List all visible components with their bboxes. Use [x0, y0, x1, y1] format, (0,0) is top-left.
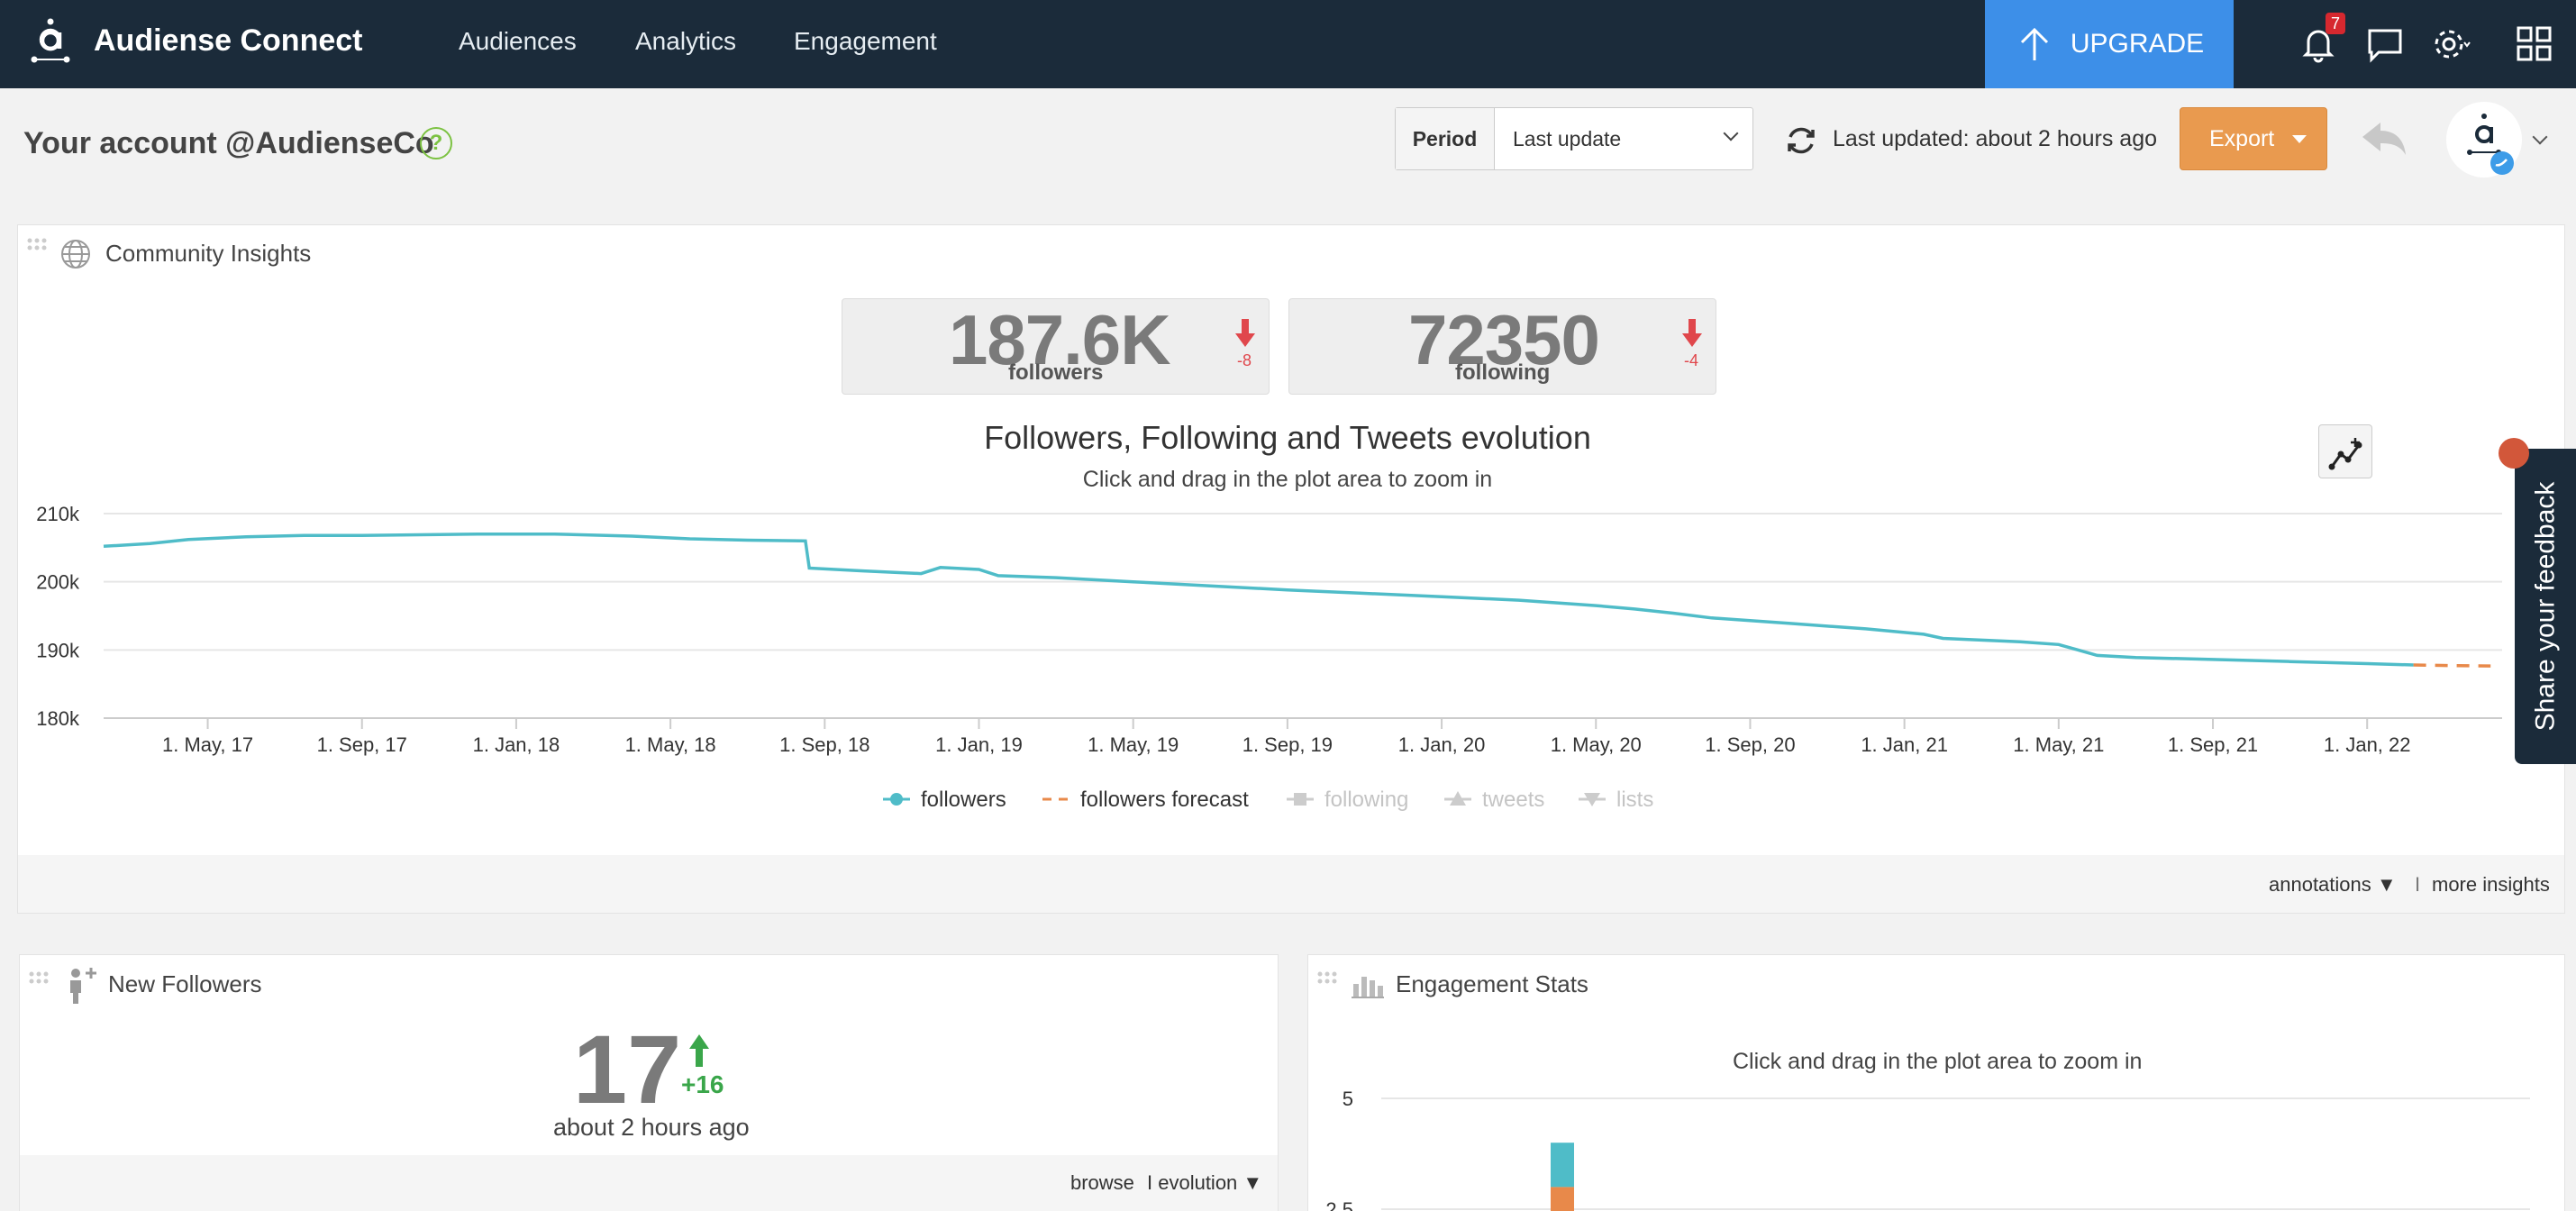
help-icon[interactable]: ?: [420, 127, 452, 159]
following-stat: 72350 following -4: [1288, 298, 1716, 395]
more-insights-link[interactable]: more insights: [2432, 873, 2550, 896]
panel-title: Community Insights: [105, 240, 312, 267]
panel-footer: browse I evolution ▼: [20, 1155, 1278, 1211]
bell-icon[interactable]: [2298, 23, 2339, 65]
new-followers-panel: New Followers browse I evolution ▼: [19, 954, 1279, 1211]
last-updated-text: Last updated: about 2 hours ago: [1833, 126, 2158, 151]
arrow-down-icon: [1235, 319, 1255, 347]
engagement-stats-panel: Engagement Stats: [1307, 954, 2565, 1211]
period-selector[interactable]: Period Last update: [1395, 107, 1753, 170]
new-followers-delta: +16: [681, 1070, 724, 1098]
following-label: following: [1455, 360, 1551, 385]
drag-handle-icon[interactable]: [1315, 970, 1339, 993]
arrow-up-icon: [2020, 27, 2048, 60]
chart-title: Followers, Following and Tweets evolutio…: [984, 419, 1591, 456]
apps-grid-icon[interactable]: [2514, 23, 2555, 65]
following-count: 72350: [1408, 300, 1600, 379]
browse-link[interactable]: browse: [1070, 1171, 1134, 1194]
chat-icon[interactable]: [2364, 23, 2406, 65]
feedback-label: Share your feedback: [2530, 481, 2560, 732]
app-name[interactable]: Audiense Connect: [94, 23, 363, 58]
audiense-logo-icon[interactable]: [29, 16, 72, 67]
globe-icon: [61, 240, 90, 269]
export-button[interactable]: Export: [2180, 107, 2327, 170]
new-followers-count: 17: [573, 1015, 682, 1124]
engagement-chart-subtitle: Click and drag in the plot area to zoom …: [1733, 1049, 2143, 1074]
gear-icon[interactable]: [2431, 23, 2472, 65]
period-value: Last update: [1513, 126, 1622, 150]
chevron-down-icon: [1723, 125, 1739, 141]
upgrade-button[interactable]: UPGRADE: [1985, 0, 2234, 88]
export-label: Export: [2209, 125, 2275, 151]
avatar[interactable]: [2446, 102, 2522, 178]
bar-chart-icon: [1352, 977, 1384, 998]
followers-label: followers: [1008, 360, 1104, 385]
panel-title: Engagement Stats: [1396, 970, 1588, 997]
reset-zoom-button[interactable]: [2318, 424, 2372, 478]
caret-down-icon[interactable]: [2292, 135, 2307, 143]
footer-separator: I: [2415, 873, 2421, 896]
notification-badge: 7: [2326, 13, 2345, 34]
nav-analytics[interactable]: Analytics: [635, 27, 737, 55]
new-followers-time: about 2 hours ago: [553, 1114, 750, 1141]
followers-count: 187.6K: [949, 300, 1171, 379]
evolution-toggle[interactable]: I evolution ▼: [1147, 1171, 1263, 1194]
nav-audiences[interactable]: Audiences: [459, 27, 577, 55]
drag-handle-icon[interactable]: [25, 236, 49, 260]
followers-delta: -8: [1237, 351, 1252, 369]
account-avatar-logo-icon: [2467, 114, 2514, 175]
add-person-icon: [70, 968, 96, 1004]
drag-handle-icon[interactable]: [27, 970, 50, 993]
period-dropdown[interactable]: Last update: [1495, 108, 1752, 169]
top-navbar: Audiense Connect Audiences Analytics Eng…: [0, 0, 2576, 88]
feedback-tab-text-wrap[interactable]: Share your feedback: [2515, 449, 2576, 764]
chevron-down-icon[interactable]: [2532, 129, 2548, 145]
undo-icon[interactable]: [2359, 119, 2409, 159]
chart-zoom-icon: [2328, 438, 2362, 470]
upgrade-label: UPGRADE: [2070, 29, 2205, 59]
period-label: Period: [1396, 108, 1495, 169]
feedback-tab[interactable]: [2515, 449, 2576, 764]
followers-stat: 187.6K followers -8: [842, 298, 1270, 395]
refresh-icon[interactable]: [1784, 123, 1818, 158]
feedback-dot: [2499, 438, 2529, 469]
annotations-toggle[interactable]: annotations ▼: [2269, 873, 2397, 896]
panel-title: New Followers: [108, 970, 262, 997]
community-insights-panel: Community Insights 187.6K followers -8 7…: [17, 224, 2565, 914]
page-title: Your account @AudienseCo: [23, 126, 434, 160]
nav-engagement[interactable]: Engagement: [794, 27, 937, 55]
following-delta: -4: [1684, 351, 1699, 369]
arrow-up-icon: [689, 1034, 709, 1067]
arrow-down-icon: [1682, 319, 1702, 347]
panel-footer: annotations ▼ I more insights: [18, 855, 2564, 913]
chart-subtitle: Click and drag in the plot area to zoom …: [1082, 467, 1493, 492]
